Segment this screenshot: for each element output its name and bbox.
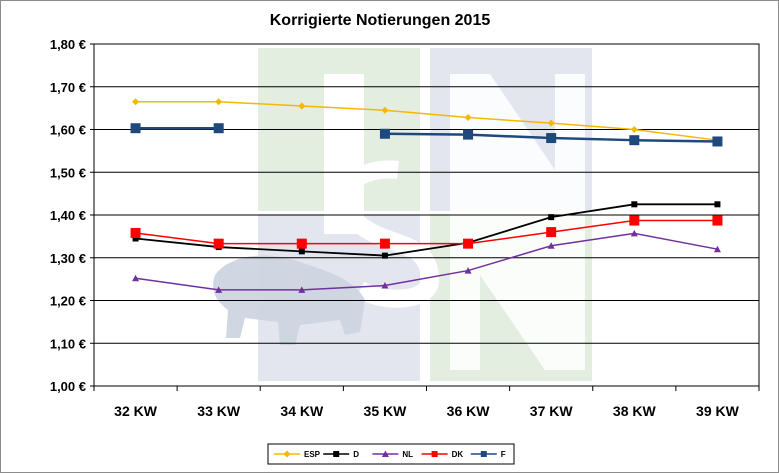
y-tick-label: 1,00 €: [50, 379, 86, 394]
series-line-nl: [135, 232, 718, 291]
y-tick-label: 1,60 €: [50, 123, 86, 138]
series-line-d: [135, 203, 718, 257]
data-point-esp: [547, 119, 555, 127]
x-tick-label: 35 KW: [364, 403, 408, 419]
data-point-d: [631, 201, 638, 208]
legend-label: NL: [402, 450, 413, 459]
data-point-esp: [381, 106, 389, 114]
data-point-f: [629, 135, 640, 146]
y-tick-label: 1,80 €: [50, 37, 86, 52]
data-point-dk: [296, 238, 307, 249]
series-line-esp: [135, 100, 718, 141]
y-tick-label: 1,20 €: [50, 294, 86, 309]
data-point-nl: [132, 274, 140, 282]
x-tick-label: 37 KW: [530, 403, 574, 419]
isn-watermark-logo: [213, 48, 592, 381]
data-point-d: [132, 235, 139, 242]
data-point-esp: [298, 102, 306, 110]
legend-swatch-marker: [283, 450, 291, 458]
data-point-esp: [464, 114, 472, 122]
legend-swatch-marker: [480, 451, 487, 457]
data-point-nl: [215, 286, 223, 293]
series-d: [132, 201, 721, 259]
y-tick-label: 1,10 €: [50, 336, 86, 351]
legend-swatch-marker: [333, 451, 340, 457]
series-f: [130, 123, 723, 147]
data-point-dk: [213, 238, 224, 249]
legend-label: DK: [452, 450, 464, 459]
data-point-nl: [713, 245, 721, 253]
x-tick-label: 36 KW: [447, 403, 491, 419]
data-point-f: [213, 123, 224, 134]
legend-label: ESP: [304, 450, 321, 459]
y-tick-label: 1,30 €: [50, 251, 86, 266]
data-point-d: [714, 201, 721, 208]
data-point-nl: [464, 267, 472, 274]
series-dk: [130, 215, 723, 249]
y-tick-label: 1,40 €: [50, 208, 86, 223]
data-point-nl: [298, 286, 306, 293]
x-tick-label: 39 KW: [696, 403, 740, 419]
data-point-dk: [379, 238, 390, 249]
x-tick-label: 32 KW: [114, 403, 158, 419]
series-line-dk: [135, 219, 718, 245]
data-point-nl: [381, 282, 389, 289]
data-point-dk: [130, 227, 141, 238]
chart-title: Korrigierte Notierungen 2015: [270, 12, 491, 29]
data-point-nl: [630, 229, 638, 237]
data-point-esp: [132, 98, 140, 106]
data-point-d: [548, 214, 555, 221]
legend-item-dk: DK: [421, 450, 464, 459]
data-point-esp: [630, 126, 638, 133]
legend-swatch-marker: [431, 451, 438, 457]
legend-item-f: F: [470, 450, 506, 459]
data-point-f: [546, 133, 557, 144]
y-tick-label: 1,70 €: [50, 80, 86, 95]
data-point-d: [298, 248, 305, 255]
data-point-dk: [629, 215, 640, 226]
data-point-f: [463, 129, 474, 140]
x-tick-label: 34 KW: [280, 403, 324, 419]
data-point-f: [379, 128, 390, 139]
x-tick-label: 33 KW: [197, 403, 241, 419]
legend-swatch-marker: [381, 450, 389, 457]
data-point-esp: [215, 98, 223, 106]
data-point-f: [130, 123, 141, 134]
y-tick-label: 1,50 €: [50, 165, 86, 180]
legend-item-nl: NL: [372, 450, 413, 459]
data-point-d: [381, 252, 388, 259]
legend-label: D: [353, 450, 359, 459]
legend-item-esp: ESP: [274, 450, 321, 459]
legend-item-d: D: [323, 450, 359, 459]
series-nl: [132, 229, 721, 293]
data-point-dk: [546, 227, 557, 238]
data-point-nl: [547, 242, 555, 249]
legend-label: F: [501, 450, 506, 459]
data-point-dk: [712, 215, 723, 226]
x-tick-label: 38 KW: [613, 403, 657, 419]
data-point-f: [712, 136, 723, 147]
data-point-dk: [463, 238, 474, 249]
